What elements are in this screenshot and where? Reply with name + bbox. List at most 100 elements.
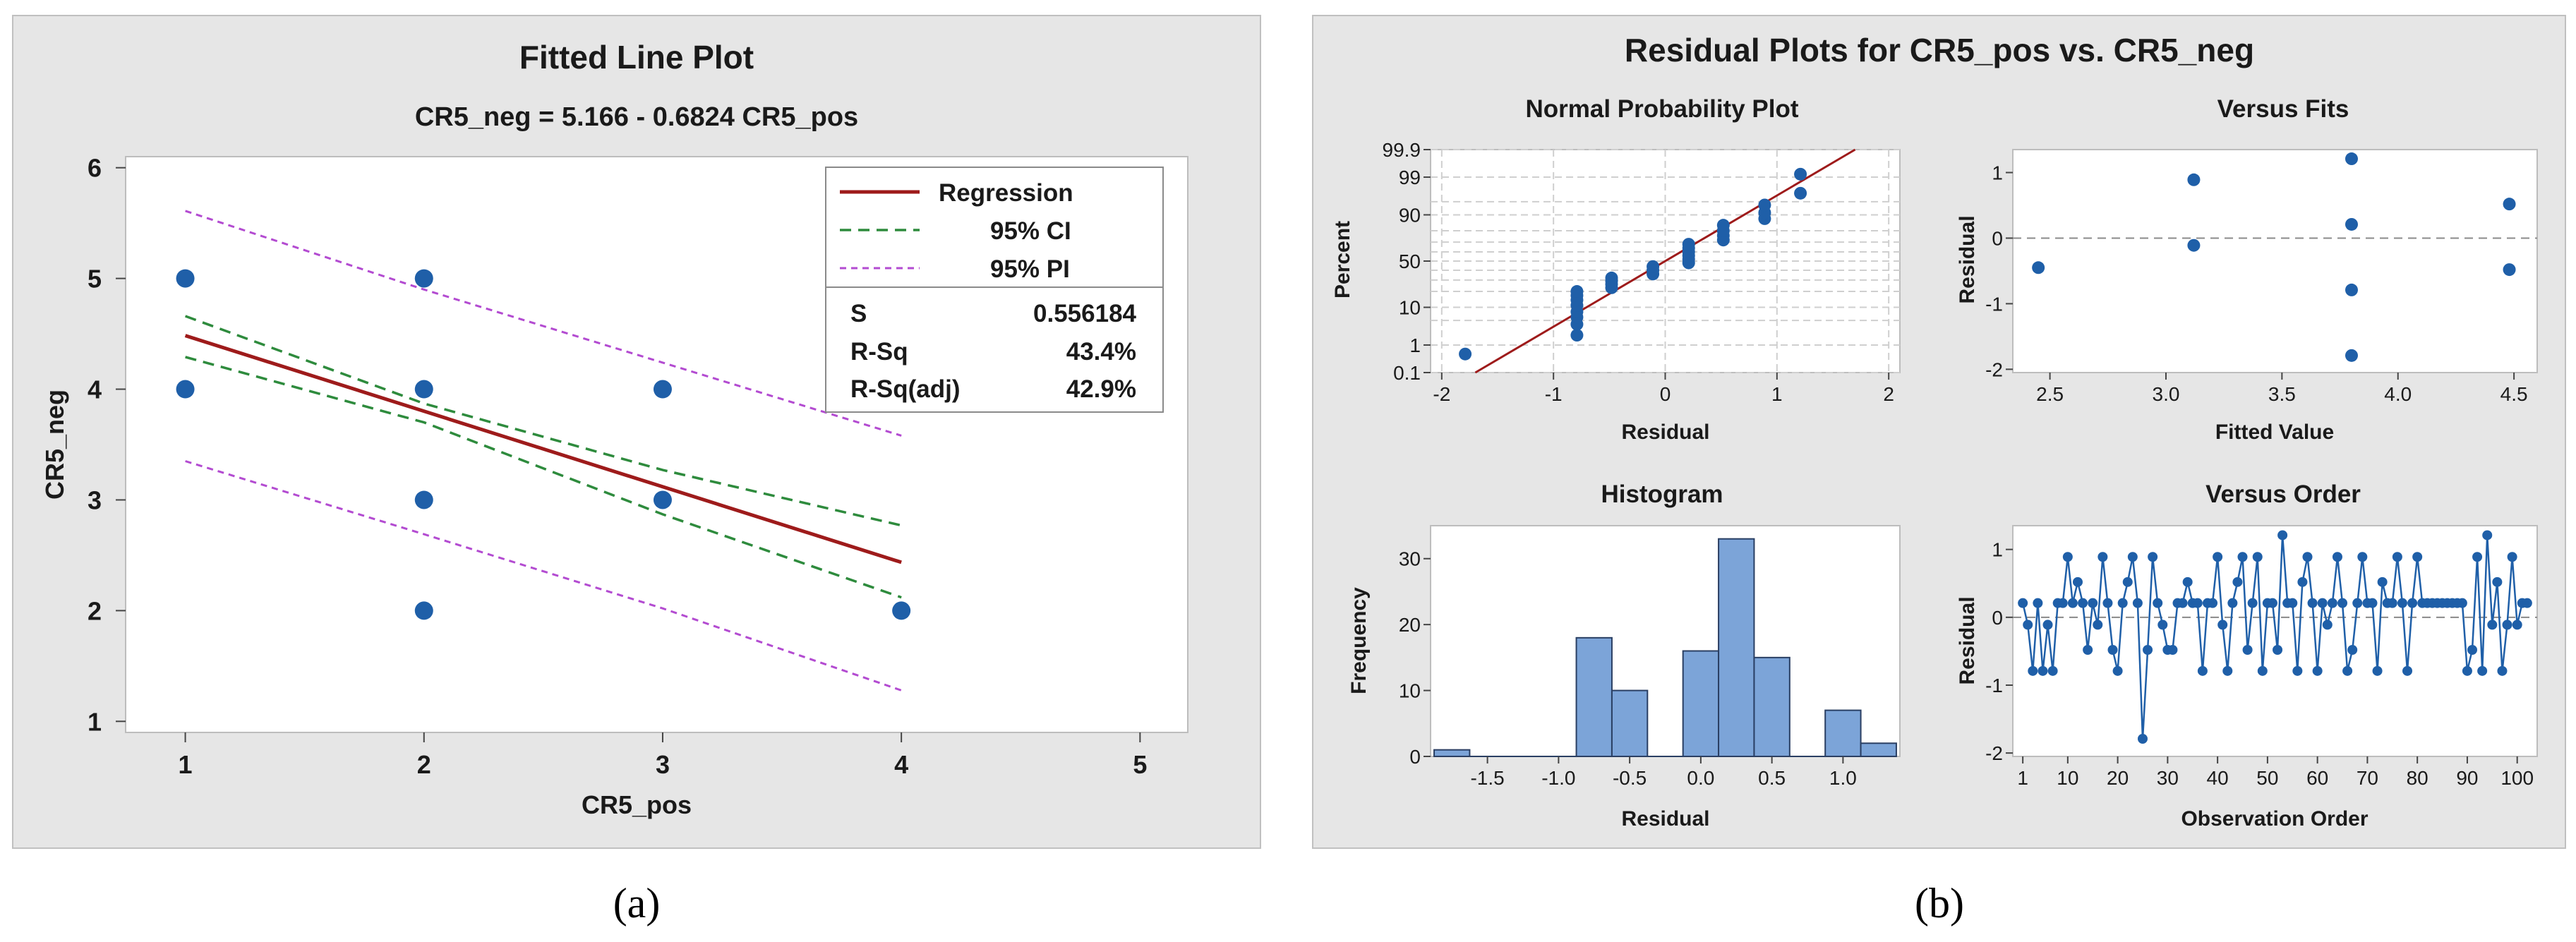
order-point xyxy=(2232,576,2243,587)
npp-x-tick-label: -1 xyxy=(1545,383,1563,405)
fits-point xyxy=(2503,263,2516,277)
hist-y-tick-label: 0 xyxy=(1409,746,1421,768)
order-x-label: Observation Order xyxy=(2181,807,2368,831)
order-point xyxy=(2083,645,2093,656)
order-point xyxy=(2337,598,2348,608)
hist-y-tick-label: 10 xyxy=(1399,680,1421,702)
fits-plot-area xyxy=(2012,149,2538,373)
fits-y-tick-label: -2 xyxy=(1985,358,2003,380)
fits-x-tick-label: 3.0 xyxy=(2153,383,2180,405)
order-point xyxy=(2112,665,2123,676)
fits-point xyxy=(2345,217,2358,231)
order-point xyxy=(2127,552,2138,562)
order-point xyxy=(2137,733,2148,744)
legend-regression-label: Regression xyxy=(939,179,1073,207)
pi-upper-line xyxy=(185,210,902,437)
y-tick-label: 1 xyxy=(88,707,102,736)
order-point xyxy=(2512,620,2522,630)
x-axis-label: CR5_pos xyxy=(582,790,692,819)
caption-b: (b) xyxy=(1915,880,1964,926)
order-point xyxy=(2182,576,2193,587)
order-x-tick-label: 10 xyxy=(2057,767,2078,789)
fitted-line-title: Fitted Line Plot xyxy=(519,39,754,76)
fits-point xyxy=(2345,349,2358,362)
npp-x-tick-label: 0 xyxy=(1660,383,1671,405)
npp-y-tick-label: 90 xyxy=(1399,204,1421,226)
order-point xyxy=(2242,645,2253,656)
order-point xyxy=(2327,598,2337,608)
hist-bar xyxy=(1824,709,1862,757)
npp-point xyxy=(1794,186,1807,200)
order-point xyxy=(2402,665,2413,676)
x-tick-label: 2 xyxy=(417,750,431,779)
order-x-tick-label: 1 xyxy=(2017,767,2028,789)
order-point xyxy=(2352,598,2363,608)
residual-plots-title: Residual Plots for CR5_pos vs. CR5_neg xyxy=(1625,32,2254,68)
fitted-line-plot-panel: Fitted Line Plot CR5_neg = 5.166 - 0.682… xyxy=(12,15,1261,849)
hist-x-tick-label: -1.0 xyxy=(1541,767,1575,789)
npp-point xyxy=(1716,219,1730,232)
order-point xyxy=(2067,598,2078,608)
hist-y-tick-label: 20 xyxy=(1399,614,1421,636)
hist-y-label: Frequency xyxy=(1347,587,1371,694)
order-point xyxy=(2237,552,2248,562)
order-point xyxy=(2273,645,2283,656)
order-point xyxy=(2148,552,2158,562)
hist-plot-area xyxy=(1430,525,1901,757)
npp-x-tick-label: 2 xyxy=(1883,383,1894,405)
order-point xyxy=(2467,645,2478,656)
stat-rsq-adj-value: 42.9% xyxy=(1066,375,1136,403)
order-point xyxy=(2497,665,2508,676)
order-point xyxy=(2502,620,2512,630)
data-point xyxy=(414,601,433,620)
npp-x-tick-label: -2 xyxy=(1433,383,1450,405)
ci-upper-line xyxy=(184,315,902,527)
fits-x-label: Fitted Value xyxy=(2215,421,2334,444)
order-point xyxy=(2143,645,2153,656)
hist-bar xyxy=(1575,636,1613,757)
data-point xyxy=(892,601,911,620)
legend-ci-label: 95% CI xyxy=(990,217,1071,245)
fits-y-label: Residual xyxy=(1956,215,1979,303)
order-point xyxy=(2522,598,2532,608)
order-point xyxy=(2042,620,2053,630)
order-y-tick-label: 1 xyxy=(1992,539,2003,561)
hist-bar xyxy=(1753,656,1790,757)
order-point xyxy=(2122,576,2133,587)
order-x-tick-label: 100 xyxy=(2500,767,2534,789)
fits-x-tick-label: 4.5 xyxy=(2500,383,2528,405)
stat-s-label: S xyxy=(850,300,867,327)
order-point xyxy=(2302,552,2313,562)
legend: Regression 95% CI 95% PI S 0.556184 R-Sq… xyxy=(825,167,1164,413)
order-point xyxy=(2397,598,2407,608)
y-axis-label: CR5_neg xyxy=(40,390,69,500)
order-x-tick-label: 30 xyxy=(2157,767,2179,789)
order-point xyxy=(2157,620,2168,630)
order-point xyxy=(2252,552,2263,562)
hist-x-tick-label: 1.0 xyxy=(1829,767,1857,789)
hist-bar xyxy=(1860,742,1897,758)
order-point xyxy=(2297,576,2308,587)
order-point xyxy=(2078,598,2088,608)
order-point xyxy=(2072,576,2083,587)
order-point xyxy=(2287,598,2298,608)
order-point xyxy=(2367,598,2378,608)
order-y-tick-label: -1 xyxy=(1985,675,2003,696)
hist-bar xyxy=(1682,650,1720,757)
order-point xyxy=(2492,576,2503,587)
order-plot-area xyxy=(2012,525,2538,757)
order-point xyxy=(2097,552,2108,562)
fits-point xyxy=(2345,283,2358,296)
order-point xyxy=(2192,598,2203,608)
order-point xyxy=(2028,665,2038,676)
order-title: Versus Order xyxy=(2205,481,2361,508)
order-point xyxy=(2213,552,2223,562)
fits-y-tick-label: 1 xyxy=(1992,162,2003,184)
order-point xyxy=(2332,552,2342,562)
x-tick-label: 5 xyxy=(1133,750,1147,779)
fits-y-tick-label: -1 xyxy=(1985,293,2003,315)
order-point xyxy=(2093,620,2103,630)
fits-y-tick-label: 0 xyxy=(1992,227,2003,249)
fits-x-tick-label: 3.5 xyxy=(2268,383,2296,405)
